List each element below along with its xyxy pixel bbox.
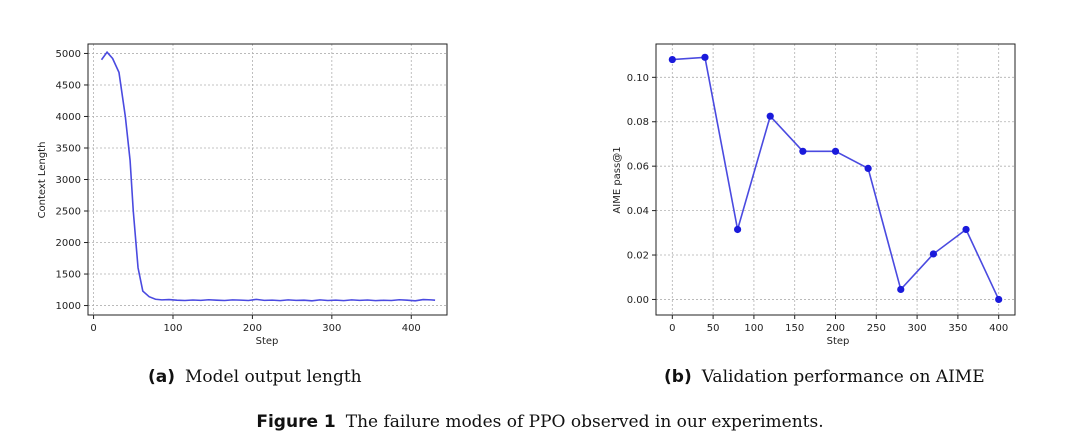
y-tick-label: 0.10 — [627, 73, 649, 84]
y-tick-label: 3000 — [56, 175, 81, 186]
data-points-b — [668, 53, 1003, 304]
chart-a: 0 100 200 300 400 1000 1500 2000 2500 3000 3500 400… — [37, 43, 448, 347]
data-point — [995, 295, 1003, 304]
x-tick-label: 200 — [826, 323, 845, 334]
figure-caption-text: The failure modes of PPO observed in our… — [345, 412, 824, 432]
x-tick-label: 400 — [402, 323, 421, 334]
data-point — [668, 55, 676, 64]
subcaption-b: (b) Validation performance on AIME — [664, 367, 985, 387]
y-tick-label: 0.00 — [627, 295, 649, 306]
y-tick-label: 1000 — [56, 301, 81, 312]
y-tick-label: 3500 — [56, 143, 81, 154]
data-point — [929, 250, 938, 258]
figure-caption-label: Figure 1 — [256, 412, 336, 432]
figure-caption: Figure 1 The failure modes of PPO observe… — [0, 412, 1080, 432]
grid-a — [88, 44, 447, 315]
ticks-b: 0 50 100 150 200 250 300 350 400 0.00 0.02 0.04 0.06… — [627, 73, 1008, 334]
data-point — [701, 53, 709, 61]
subcaption-a: (a) Model output length — [148, 367, 362, 387]
data-point — [962, 225, 970, 234]
y-tick-label: 4500 — [56, 80, 81, 91]
grid-b — [656, 44, 1015, 315]
y-tick-label: 2500 — [56, 207, 81, 218]
subcaption-a-text: Model output length — [185, 367, 362, 387]
x-axis-label-b: Step — [827, 336, 850, 347]
x-tick-label: 150 — [785, 323, 804, 334]
y-tick-label: 1500 — [56, 270, 81, 281]
y-axis-label-a: Context Length — [37, 142, 48, 219]
x-tick-label: 100 — [744, 323, 763, 334]
series-line-context-length — [100, 50, 436, 302]
y-tick-label: 0.02 — [627, 251, 649, 262]
y-axis-label-b: AIME pass@1 — [612, 146, 623, 213]
chart-b: 0 50 100 150 200 250 300 350 400 0.00 0.02 0.04 0.06… — [612, 43, 1016, 347]
data-point — [766, 112, 774, 120]
ticks-a: 0 100 200 300 400 1000 1500 2000 2500 3000 3500 400… — [56, 49, 421, 334]
y-tick-label: 2000 — [56, 238, 81, 249]
data-point — [799, 147, 807, 155]
x-tick-label: 300 — [908, 323, 927, 334]
x-tick-label: 400 — [989, 323, 1008, 334]
x-tick-label: 50 — [707, 323, 720, 334]
data-point — [831, 147, 840, 155]
data-point — [897, 285, 905, 294]
subcaption-b-label: (b) — [664, 367, 692, 387]
y-tick-label: 0.06 — [627, 162, 649, 173]
subcaption-a-label: (a) — [148, 367, 176, 387]
x-axis-label-a: Step — [256, 336, 279, 347]
data-point — [864, 164, 872, 172]
y-tick-label: 5000 — [56, 49, 81, 60]
y-tick-label: 0.08 — [627, 117, 649, 128]
x-tick-label: 100 — [163, 323, 182, 334]
x-tick-label: 0 — [90, 323, 96, 334]
y-tick-label: 0.04 — [627, 206, 649, 217]
data-point — [733, 225, 742, 234]
x-tick-label: 350 — [948, 323, 967, 334]
x-tick-label: 200 — [243, 323, 262, 334]
x-tick-label: 0 — [669, 323, 675, 334]
y-tick-label: 4000 — [56, 112, 81, 123]
x-tick-label: 250 — [867, 323, 886, 334]
subcaption-b-text: Validation performance on AIME — [701, 367, 985, 387]
x-tick-label: 300 — [322, 323, 341, 334]
